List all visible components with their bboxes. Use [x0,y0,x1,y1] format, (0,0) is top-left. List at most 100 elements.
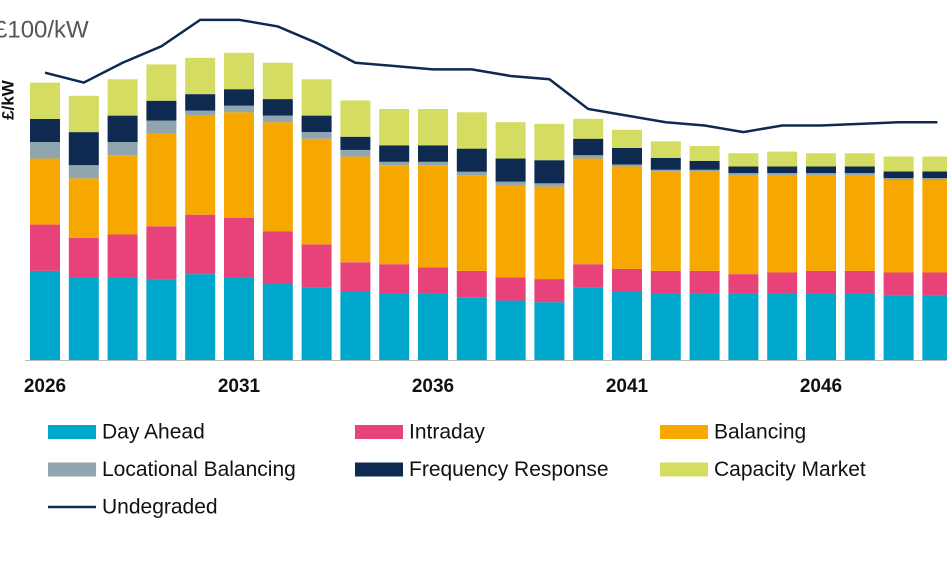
bar-segment [262,122,293,232]
legend-label: Balancing [714,421,806,444]
bar-segment [612,268,642,292]
bar-segment [534,302,565,360]
bar-segment [495,184,526,278]
x-tick-label: 2026 [24,376,66,397]
bar-segment [806,293,836,360]
bar-segment [107,277,138,360]
bar-segment [262,284,293,360]
legend-swatch [355,425,403,439]
bar-segment [844,173,875,176]
bar-segment [146,279,177,360]
bar-segment [612,129,642,148]
bar-segment [30,270,60,360]
bar-segment [922,171,947,179]
bar-segment [495,181,526,185]
bar-segment [30,118,60,143]
bar-segment [844,293,875,360]
bar-segment [107,115,138,143]
bar-segment [728,274,759,294]
bar-segment [301,244,332,288]
bar-segment [573,138,604,156]
bar-segment [728,166,759,174]
bar-segment [922,156,947,172]
bar-segment [534,123,565,161]
bar-segment [806,270,836,294]
bar-segment [185,214,216,275]
line-series [44,18,938,134]
bar-segment [534,279,565,303]
bar-segment [844,175,875,271]
x-tick-label: 2031 [218,376,261,397]
bar-segment [185,274,216,360]
bar-segment [495,158,526,182]
bar-segment [650,141,681,158]
bar-segment [185,115,216,215]
bar-segment [340,156,371,263]
bar-segment [689,270,720,294]
legend-label: Frequency Response [409,458,609,481]
bar-segment [689,145,720,161]
bar-segment [379,293,410,360]
bar-segment [224,277,254,360]
bar-segment [301,115,332,133]
bar-segment [573,287,604,360]
bar-segment [767,175,798,273]
bar-segment [612,166,642,269]
bar-segment [262,62,293,100]
bar-segment [456,270,487,298]
bar-segment [689,293,720,360]
legend-label: Day Ahead [102,421,205,444]
bar-segment [883,171,914,179]
bar-segment [301,287,332,360]
bar-segment [301,138,332,245]
bar-segment [573,158,604,265]
bar-segment [883,156,914,172]
bar-segment [650,171,681,271]
bar-segment [612,147,642,165]
bar-segment [146,64,177,101]
bar-segment [883,178,914,180]
bar-segment [456,112,487,149]
bar-segment [107,79,138,116]
bar-segment [612,291,642,360]
bar-segment [146,226,177,280]
bar-segment [728,175,759,275]
bar-segment [883,295,914,360]
bar-segment [922,295,947,360]
bar-segment [146,120,177,134]
x-tick-label: 2036 [412,376,454,397]
bar-segment [107,155,138,235]
bar-segment [650,293,681,360]
bar-segment [573,118,604,139]
bar-segment [534,183,565,187]
bar-segment [68,165,99,179]
bar-segment [30,158,60,225]
bar-segment [767,173,798,176]
bar-segment [844,166,875,174]
bar-segment [728,293,759,360]
bar-segment [767,151,798,167]
bar-segment [68,132,99,166]
bar-segment [224,105,254,113]
bar-segment [146,133,177,227]
bar-segment [224,112,254,218]
bar-segment [456,297,487,360]
bar-segment [379,161,410,166]
bar-segment [806,173,836,176]
legend-swatch [48,425,96,439]
bar-segment [418,267,448,294]
bar-segment [418,108,448,146]
bar-segment [922,180,947,273]
legend-label: Undegraded [102,496,218,519]
bar-segment [30,82,60,119]
bar-segment [456,175,487,271]
bar-segment [340,149,371,157]
bar-segment [883,180,914,273]
bar-segment [456,171,487,176]
bar-segment [495,277,526,301]
bar-segment [340,291,371,360]
bar-segment [379,165,410,265]
bar-segment [224,52,254,90]
bar-segment [30,142,60,159]
